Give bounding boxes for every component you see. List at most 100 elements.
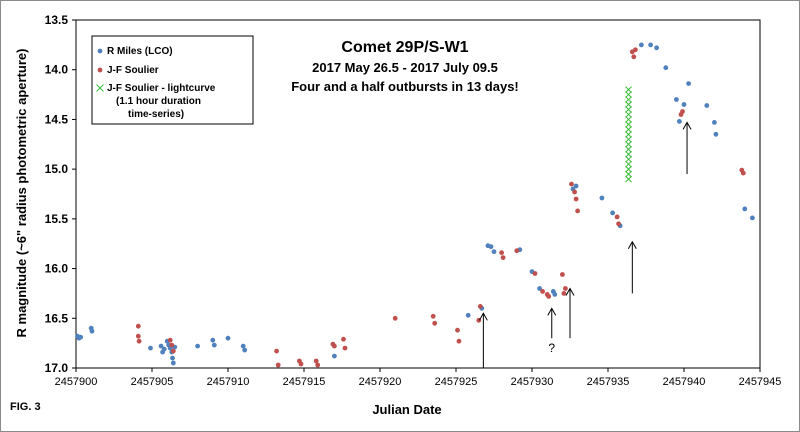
data-point-r-miles: [674, 97, 679, 102]
data-point-r-miles: [750, 215, 755, 221]
data-point-soulier: [455, 327, 460, 333]
data-point-r-miles: [211, 342, 217, 348]
data-point-lightcurve: [625, 96, 632, 103]
data-point-lightcurve: [625, 130, 632, 138]
legend-box: [91, 35, 254, 125]
x-tick-label: 2457925: [435, 376, 478, 388]
data-point-soulier: [633, 47, 638, 53]
chart-title: Comet 29P/S-W1: [341, 39, 468, 56]
data-point-r-miles: [225, 335, 231, 341]
data-point-r-miles: [677, 119, 682, 124]
y-tick-label: 13.5: [45, 13, 69, 27]
data-point-soulier: [135, 323, 141, 329]
data-point-r-miles: [663, 65, 669, 71]
data-point-r-miles: [704, 103, 710, 108]
data-point-soulier: [341, 336, 346, 342]
data-point-lightcurve: [625, 91, 632, 98]
data-point-soulier: [560, 272, 565, 277]
data-point-soulier: [532, 271, 538, 276]
x-tick-label: 2457915: [283, 376, 326, 388]
x-axis-title: Julian Date: [372, 402, 441, 417]
legend-label-lightcurve-note-2: time-series): [128, 109, 184, 120]
legend-marker-lightcurve: [96, 84, 104, 92]
x-tick-label: 2457920: [359, 376, 402, 388]
data-point-r-miles: [639, 42, 644, 48]
data-point-r-miles: [713, 131, 719, 137]
data-point-soulier: [315, 362, 321, 368]
data-point-r-miles: [488, 244, 494, 250]
data-point-r-miles: [332, 353, 337, 359]
x-tick-label: 2457945: [739, 376, 782, 388]
data-point-r-miles: [712, 120, 717, 125]
axes: [75, 19, 761, 369]
outburst-arrow: [627, 240, 637, 294]
data-point-soulier: [167, 337, 173, 343]
data-point-soulier: [499, 250, 504, 256]
data-point-r-miles: [170, 355, 175, 361]
x-tick-label: 2457940: [663, 376, 706, 388]
data-point-lightcurve: [625, 135, 632, 143]
data-point-soulier: [572, 189, 577, 195]
data-point-r-miles: [648, 42, 653, 48]
data-point-soulier: [136, 338, 142, 344]
outburst-arrow: [565, 287, 575, 339]
data-point-r-miles: [681, 102, 687, 107]
data-point-lightcurve: [625, 140, 632, 148]
y-tick-label: 14.0: [45, 63, 69, 77]
data-point-lightcurve: [625, 111, 632, 118]
data-point-r-miles: [742, 206, 748, 212]
data-point-soulier: [313, 358, 319, 364]
data-point-lightcurve: [625, 160, 632, 168]
data-point-soulier: [616, 221, 621, 227]
ticks: 2457900 2457905 2457910 2457915 2457920 24579…: [45, 13, 782, 388]
data-point-soulier: [563, 286, 568, 291]
data-point-soulier: [740, 170, 746, 176]
data-point-soulier: [170, 348, 176, 354]
data-point-soulier: [540, 289, 545, 294]
data-points: [75, 42, 755, 368]
data-point-soulier: [477, 304, 483, 309]
data-point-lightcurve: [625, 165, 632, 173]
data-point-lightcurve: [625, 86, 632, 93]
data-point-soulier: [575, 208, 580, 214]
data-point-soulier: [332, 343, 337, 349]
data-point-r-miles: [210, 337, 216, 343]
data-point-soulier: [392, 315, 398, 321]
data-point-soulier: [569, 181, 574, 187]
data-point-lightcurve: [625, 116, 632, 123]
chart-subtitle-1: 2017 May 26.5 - 2017 July 09.5: [312, 60, 498, 75]
data-point-r-miles: [599, 195, 605, 201]
data-point-lightcurve: [625, 170, 632, 178]
data-point-r-miles: [170, 360, 176, 366]
outburst-arrow: [478, 312, 488, 368]
y-tick-label: 14.5: [45, 112, 69, 126]
legend-label-lightcurve: J-F Soulier - lightcurve: [107, 83, 216, 94]
outburst-arrow: [547, 307, 557, 339]
data-point-soulier: [274, 348, 279, 354]
y-tick-label: 15.5: [45, 212, 69, 226]
data-point-r-miles: [610, 210, 615, 216]
data-point-r-miles: [161, 346, 167, 352]
data-point-soulier: [275, 362, 281, 368]
x-tick-label: 2457900: [55, 376, 98, 388]
legend-marker-soulier: [97, 67, 103, 73]
x-tick-label: 2457905: [131, 376, 174, 388]
y-tick-label: 16.5: [45, 311, 69, 325]
data-point-soulier: [342, 345, 348, 351]
annotations: ?: [478, 121, 692, 368]
plot-area-border: [75, 19, 761, 369]
data-point-lightcurve: [625, 175, 632, 183]
data-point-lightcurve: [625, 101, 632, 108]
data-point-soulier: [514, 248, 520, 254]
data-point-lightcurve: [625, 150, 632, 158]
data-point-soulier: [573, 196, 579, 202]
data-point-soulier: [432, 320, 438, 326]
x-tick-label: 2457935: [587, 376, 630, 388]
data-point-r-miles: [148, 345, 153, 351]
data-point-r-miles: [158, 343, 164, 349]
data-point-soulier: [430, 313, 436, 319]
y-tick-label: 15.0: [45, 162, 69, 176]
data-point-r-miles: [686, 81, 691, 86]
data-point-soulier: [169, 342, 175, 348]
